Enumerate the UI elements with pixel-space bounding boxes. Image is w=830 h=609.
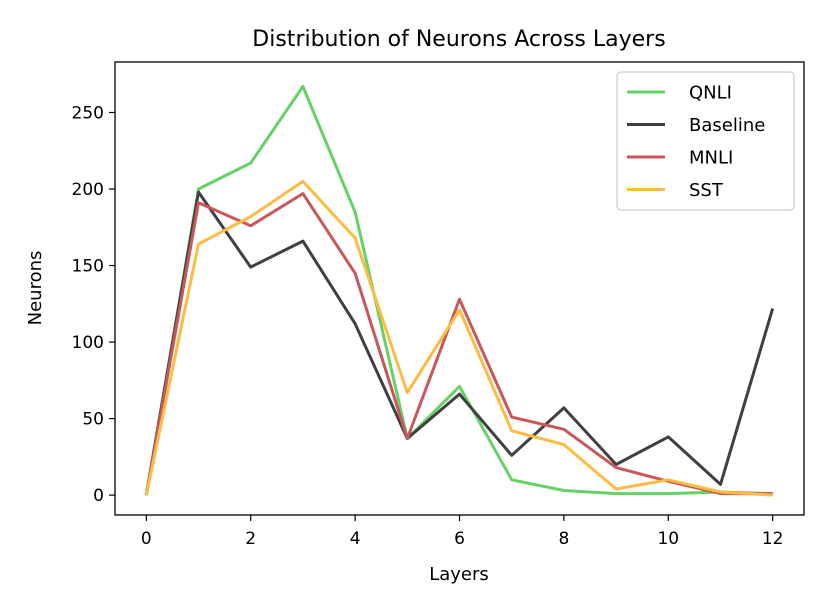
y-axis-label: Neurons [25,251,46,326]
series-layer [144,85,775,497]
y-tick-label: 50 [82,410,104,430]
y-tick-label: 250 [72,104,104,124]
x-tick-label: 12 [762,529,784,549]
axes-layer: 0 2 4 6 8 10 12 0 50 100 150 200 250 [72,104,784,549]
x-tick-label: 4 [350,529,361,549]
plot-area: 0 2 4 6 8 10 12 0 50 100 150 200 250 [72,61,805,549]
y-tick-label: 200 [72,180,104,200]
chart-title: Distribution of Neurons Across Layers [252,27,665,52]
x-tick-label: 6 [454,529,465,549]
x-tick-label: 10 [657,529,679,549]
legend-label: SST [689,180,724,201]
x-tick-label: 0 [141,529,152,549]
x-axis-label: Layers [429,564,489,585]
series-line-sst [144,179,773,497]
y-tick-label: 150 [72,257,104,277]
legend: QNLI Baseline MNLI SST [616,71,795,211]
legend-label: Baseline [689,115,765,136]
series-line-qnli [144,85,773,496]
legend-frame [616,71,795,211]
legend-label: QNLI [689,83,732,104]
series-line-baseline [144,190,775,496]
x-tick-label: 8 [558,529,569,549]
y-tick-label: 100 [72,333,104,353]
x-tick-label: 2 [245,529,256,549]
y-tick-label: 0 [93,486,104,506]
legend-label: MNLI [689,148,733,169]
series-line-mnli [144,192,773,496]
